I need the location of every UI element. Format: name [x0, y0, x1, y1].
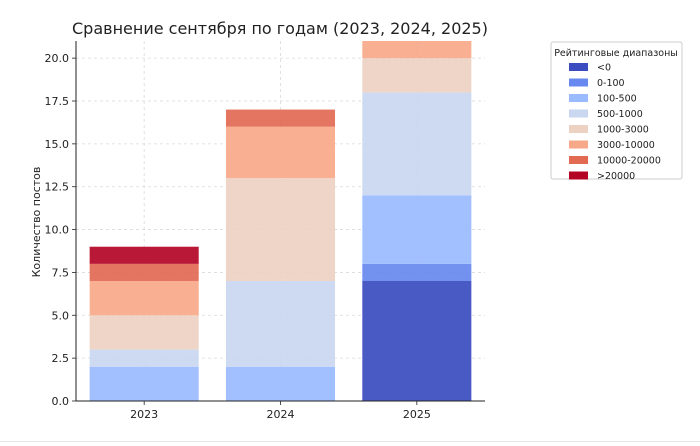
bar-segment — [89, 263, 199, 281]
legend-entry-label: >20000 — [597, 171, 635, 182]
chart-title: Сравнение сентября по годам (2023, 2024,… — [72, 19, 488, 38]
bar-segment — [225, 109, 336, 127]
legend-swatch — [569, 63, 588, 71]
x-tick-label: 2023 — [130, 408, 158, 421]
bar-segment — [89, 246, 199, 264]
bar-segment — [225, 366, 336, 401]
legend-entry-label: <0 — [597, 63, 611, 74]
legend: Рейтинговые диапазоны <0 0-100 100-500 500-… — [550, 41, 683, 182]
y-tick-label: 15.0 — [45, 138, 70, 151]
bar-segment — [89, 281, 199, 316]
bar-segment — [225, 126, 336, 179]
y-tick-label: 12.5 — [45, 181, 70, 194]
bar-segment — [362, 92, 472, 196]
legend-entry-label: 10000-20000 — [597, 156, 661, 167]
legend-swatch — [569, 78, 588, 87]
y-tick-label: 0.0 — [52, 395, 70, 408]
y-tick-label: 2.5 — [52, 352, 70, 365]
bar-segment — [362, 58, 472, 93]
x-tick-label: 2024 — [267, 408, 295, 421]
legend-swatch — [569, 109, 588, 118]
legend-swatch — [569, 156, 588, 164]
page-divider — [0, 441, 700, 442]
bar-segment — [89, 315, 199, 350]
legend-swatch — [569, 125, 588, 133]
bars — [89, 41, 472, 401]
legend-entry-label: 500-1000 — [597, 109, 643, 120]
legend-title: Рейтинговые диапазоны — [554, 48, 678, 59]
bar-segment — [89, 349, 199, 367]
axes: 0.0 2.5 5.0 7.5 10.0 12.5 15.0 17.5 20.0 2023 2024… — [45, 41, 485, 421]
x-tick-label: 2025 — [403, 408, 431, 421]
y-tick-label: 10.0 — [45, 224, 70, 237]
bar-segment — [362, 281, 472, 401]
bar-segment — [225, 178, 336, 281]
y-tick-label: 17.5 — [45, 95, 70, 108]
y-tick-label: 5.0 — [52, 309, 70, 322]
legend-entry-label: 3000-10000 — [597, 140, 655, 151]
legend-swatch — [569, 171, 588, 180]
legend-entry-label: 0-100 — [597, 78, 625, 89]
legend-swatch — [569, 140, 588, 149]
legend-swatch — [569, 94, 588, 102]
bar-segment — [89, 366, 199, 401]
legend-entry-label: 100-500 — [597, 94, 637, 105]
bar-segment — [225, 281, 336, 367]
y-tick-label: 7.5 — [52, 266, 70, 279]
y-tick-label: 20.0 — [45, 52, 70, 65]
bar-segment — [362, 41, 472, 59]
y-axis-label: Количество постов — [30, 167, 43, 278]
legend-entry-label: 1000-3000 — [597, 125, 649, 136]
bar-segment — [362, 263, 472, 281]
bar-stack-group — [89, 41, 472, 401]
bar-segment — [362, 195, 472, 264]
